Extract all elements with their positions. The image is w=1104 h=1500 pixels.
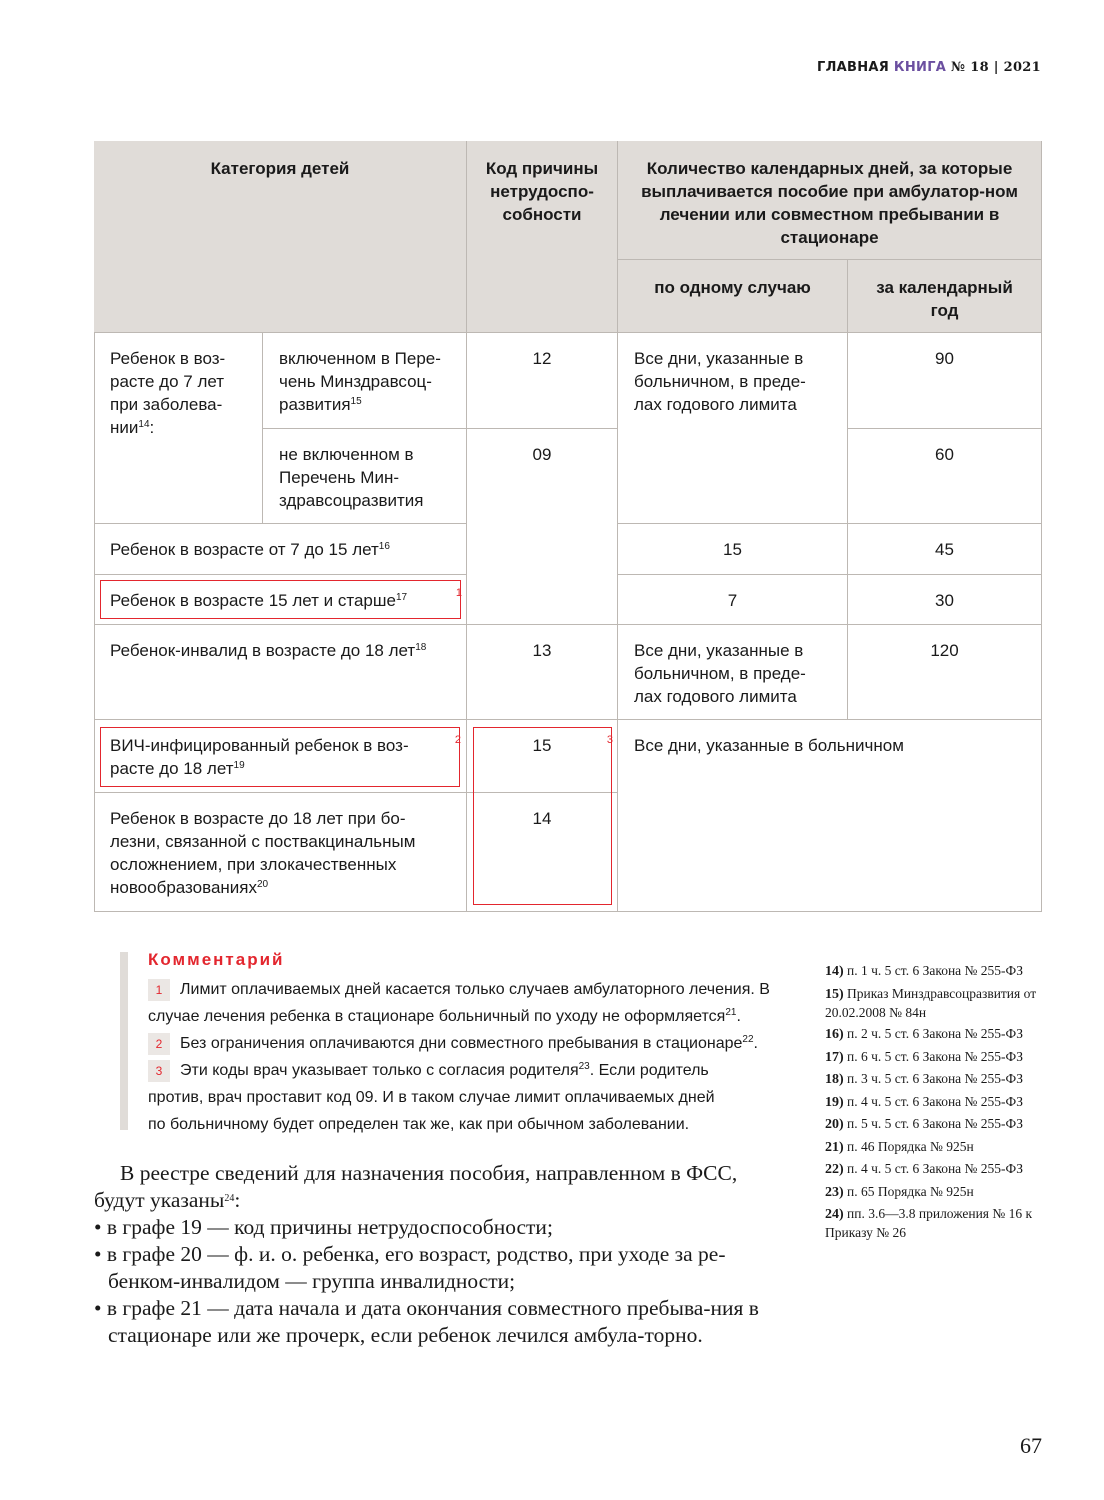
category-disabled: Ребенок-инвалид в возрасте до 18 лет18 (94, 625, 467, 720)
code-cell: 09 (467, 429, 618, 625)
row-divider (467, 792, 618, 793)
brand-part1: ГЛАВНАЯ (816, 60, 890, 75)
footnote: 19) п. 4 ч. 5 ст. 6 Закона № 255-ФЗ (825, 1093, 1023, 1110)
category-under-7: Ребенок в воз-расте до 7 лет при заболев… (94, 333, 263, 524)
footnote: 17) п. 6 ч. 5 ст. 6 Закона № 255-ФЗ (825, 1048, 1023, 1065)
comment-body: 1 Лимит оплачиваемых дней касается только… (148, 976, 788, 1138)
bullet-item: в графе 19 — код причины нетрудоспособно… (94, 1214, 774, 1241)
issue-number: № 18 | 2021 (950, 60, 1041, 75)
comment-item-1: 1 Лимит оплачиваемых дней касается только… (148, 976, 788, 1030)
code-cell: 15 (467, 720, 618, 793)
comment-sidebar-bar (120, 952, 788, 1130)
per-year-cell: 120 (848, 625, 1042, 720)
footnote: 21) п. 46 Порядка № 925н (825, 1138, 974, 1155)
per-year-cell: 45 (848, 524, 1042, 575)
footnote: 23) п. 65 Порядка № 925н (825, 1183, 974, 1200)
category-vaccine-oncology: Ребенок в возрасте до 18 лет при бо-лезн… (94, 793, 467, 912)
comment-item-3: 3 Эти коды врач указывает только с соглас… (148, 1059, 715, 1133)
per-case-cell: 15 (618, 524, 848, 575)
running-header: ГЛАВНАЯ КНИГА № 18 | 2021 (817, 60, 1041, 75)
body-text: В реестре сведений для назначения пособи… (94, 1160, 774, 1349)
code-cell: 13 (467, 625, 618, 720)
per-case-cell: 7 (618, 575, 848, 625)
header-category: Категория детей (94, 141, 467, 333)
subcategory-not-included: не включенном в Перечень Мин-здравсоцраз… (263, 429, 467, 524)
footnote: 16) п. 2 ч. 5 ст. 6 Закона № 255-ФЗ (825, 1026, 1023, 1042)
header-code: Код причины нетрудоспо-собности (467, 141, 618, 333)
footnote: 14) п. 1 ч. 5 ст. 6 Закона № 255-ФЗ (825, 963, 1023, 979)
brand-part2: КНИГА (893, 60, 947, 75)
intro-paragraph: В реестре сведений для назначения пособи… (94, 1161, 738, 1212)
annotation-box-3: 3 (473, 727, 613, 905)
annotation-box-1: 1 (100, 580, 462, 619)
category-7-to-15: Ребенок в возрасте от 7 до 15 лет16 (94, 524, 467, 575)
bullet-item: в графе 20 — ф. и. о. ребенка, его возра… (94, 1241, 774, 1295)
annotation-box-2: 2 (100, 727, 461, 787)
code-cell: 14 (467, 793, 618, 912)
per-year-cell: 60 (848, 429, 1042, 524)
header-days: Количество календарных дней, за которые … (618, 141, 1042, 260)
bullet-list: в графе 19 — код причины нетрудоспособно… (94, 1214, 774, 1349)
header-per-case: по одному случаю (618, 260, 848, 333)
footnote: 18) п. 3 ч. 5 ст. 6 Закона № 255-ФЗ (825, 1071, 1023, 1087)
header-per-year: за календарный год (848, 260, 1042, 333)
category-hiv: ВИЧ-инфицированный ребенок в воз-расте д… (94, 720, 467, 793)
comment-title: Комментарий (148, 950, 285, 969)
code-cell: 12 (467, 333, 618, 429)
comment-item-2: 2 Без ограничения оплачиваются дни совмес… (148, 1030, 788, 1057)
footnote: 20) п. 5 ч. 5 ст. 6 Закона № 255-ФЗ (825, 1116, 1023, 1132)
per-case-cell: Все дни, указанные в больничном, в преде… (618, 625, 848, 720)
footnotes: 14) п. 1 ч. 5 ст. 6 Закона № 255-ФЗ 15) П… (825, 962, 1045, 1246)
per-case-cell: Все дни, указанные в больничном, в преде… (618, 333, 848, 524)
page-number: 67 (1020, 1433, 1042, 1458)
category-15-and-older: Ребенок в возрасте 15 лет и старше17 (94, 575, 467, 625)
footnote: 22) п. 4 ч. 5 ст. 6 Закона № 255-ФЗ (825, 1161, 1023, 1177)
per-year-cell: 90 (848, 333, 1042, 429)
footnote: 24) пп. 3.6—3.8 приложения № 16 к Приказ… (825, 1206, 1033, 1240)
days-cell: Все дни, указанные в больничном (618, 720, 1042, 912)
footnote: 15) Приказ Минздравсоцразвития от 20.02.… (825, 985, 1037, 1020)
subcategory-included: включенном в Пере-чень Минздравсоц-разви… (263, 333, 467, 429)
per-year-cell: 30 (848, 575, 1042, 625)
bullet-item: в графе 21 — дата начала и дата окончани… (94, 1295, 774, 1349)
